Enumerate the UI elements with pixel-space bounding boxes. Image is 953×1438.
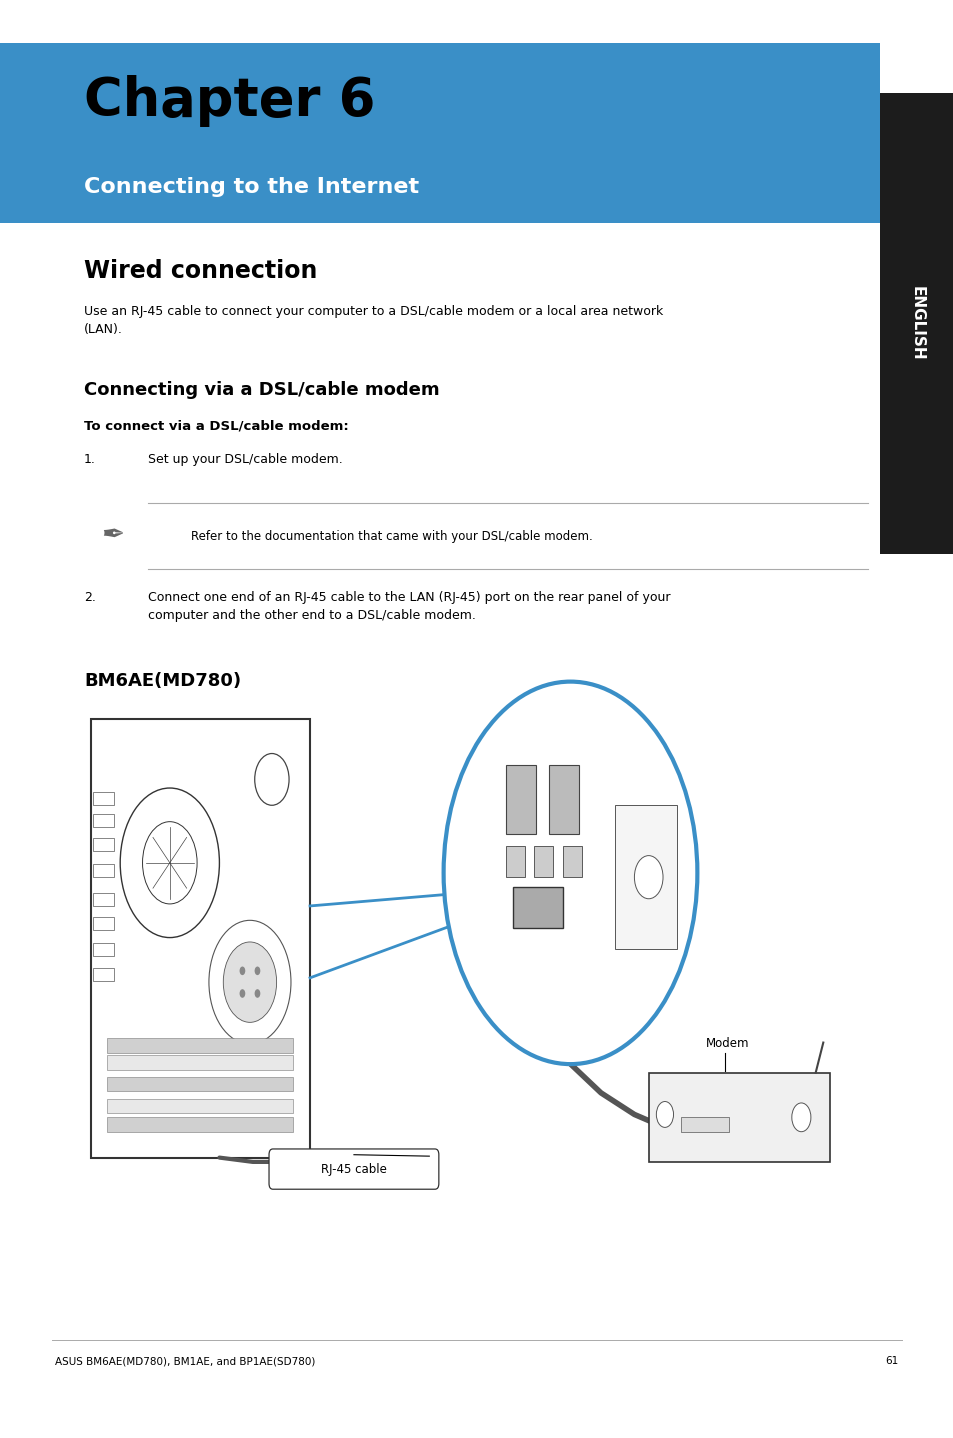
Circle shape <box>239 989 245 998</box>
Bar <box>505 765 536 834</box>
Circle shape <box>120 788 219 938</box>
Text: Wired connection: Wired connection <box>84 259 317 283</box>
Text: Connecting via a DSL/cable modem: Connecting via a DSL/cable modem <box>84 381 439 400</box>
Bar <box>648 1073 829 1162</box>
Circle shape <box>443 682 697 1064</box>
Bar <box>92 893 113 906</box>
Bar <box>92 814 113 827</box>
Circle shape <box>142 821 197 905</box>
Bar <box>534 846 553 877</box>
Bar <box>107 1055 293 1070</box>
Text: 2.: 2. <box>84 591 95 604</box>
Text: Set up your DSL/cable modem.: Set up your DSL/cable modem. <box>148 453 342 466</box>
Bar <box>107 1077 293 1091</box>
Text: RJ-45 cable: RJ-45 cable <box>320 1162 387 1176</box>
Text: 1.: 1. <box>84 453 95 466</box>
Bar <box>680 1117 728 1132</box>
Text: BM6AE(MD780): BM6AE(MD780) <box>84 672 241 690</box>
Bar <box>879 93 953 554</box>
Text: Connecting to the Internet: Connecting to the Internet <box>84 177 418 197</box>
Bar <box>0 43 879 223</box>
Bar <box>92 968 113 981</box>
Bar <box>505 846 524 877</box>
Text: Use an RJ-45 cable to connect your computer to a DSL/cable modem or a local area: Use an RJ-45 cable to connect your compu… <box>84 305 662 336</box>
Circle shape <box>254 754 289 805</box>
Circle shape <box>254 966 260 975</box>
Text: 61: 61 <box>884 1356 898 1366</box>
Bar <box>92 943 113 956</box>
Bar <box>107 1117 293 1132</box>
Bar <box>562 846 581 877</box>
Bar <box>91 719 310 1158</box>
Circle shape <box>791 1103 810 1132</box>
Bar <box>92 838 113 851</box>
Bar <box>107 1099 293 1113</box>
Text: ASUS BM6AE(MD780), BM1AE, and BP1AE(SD780): ASUS BM6AE(MD780), BM1AE, and BP1AE(SD78… <box>55 1356 315 1366</box>
Text: Chapter 6: Chapter 6 <box>84 75 375 127</box>
Circle shape <box>223 942 276 1022</box>
Circle shape <box>209 920 291 1044</box>
Bar <box>548 765 578 834</box>
Circle shape <box>656 1102 673 1127</box>
Bar <box>92 917 113 930</box>
Circle shape <box>239 966 245 975</box>
Bar <box>615 805 677 949</box>
Bar <box>92 792 113 805</box>
Text: Refer to the documentation that came with your DSL/cable modem.: Refer to the documentation that came wit… <box>191 529 592 544</box>
Text: ENGLISH: ENGLISH <box>908 286 923 361</box>
Bar <box>107 1038 293 1053</box>
Circle shape <box>254 989 260 998</box>
Text: Modem: Modem <box>705 1037 749 1050</box>
Text: ✒: ✒ <box>101 521 124 549</box>
Text: To connect via a DSL/cable modem:: To connect via a DSL/cable modem: <box>84 420 349 433</box>
Bar <box>92 864 113 877</box>
Text: Connect one end of an RJ-45 cable to the LAN (RJ-45) port on the rear panel of y: Connect one end of an RJ-45 cable to the… <box>148 591 670 623</box>
FancyBboxPatch shape <box>269 1149 438 1189</box>
Bar <box>513 887 562 928</box>
Circle shape <box>634 856 662 899</box>
